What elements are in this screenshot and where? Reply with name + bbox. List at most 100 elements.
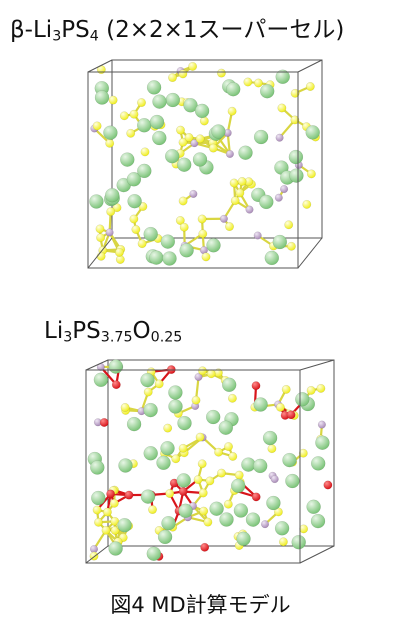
li-atom <box>288 149 304 165</box>
s-atom <box>243 77 253 87</box>
li-atom <box>108 541 123 556</box>
li-atom <box>161 515 176 531</box>
s-atom <box>178 137 188 147</box>
s-atom <box>92 505 102 515</box>
o-atom <box>111 380 121 390</box>
o-atom <box>200 542 210 552</box>
s-atom <box>216 68 226 78</box>
o-atom <box>178 487 188 496</box>
p-atom <box>280 185 289 194</box>
s-atom <box>227 393 237 403</box>
li-atom <box>149 250 164 265</box>
li-atom <box>310 456 326 471</box>
s-atom <box>110 525 120 535</box>
s-atom <box>227 106 237 116</box>
title-1-part: β-Li <box>10 17 53 43</box>
li-atom <box>126 416 142 432</box>
s-atom <box>298 448 308 458</box>
li-atom <box>219 512 234 527</box>
li-atom <box>306 499 321 515</box>
s-atom <box>201 252 211 262</box>
li-atom <box>137 163 152 179</box>
li-atom <box>176 473 191 488</box>
title-1-sub-a: 3 <box>52 28 62 45</box>
s-atom <box>131 225 141 234</box>
s-atom <box>197 214 207 224</box>
li-atom <box>211 124 226 139</box>
s-atom <box>214 447 224 457</box>
s-atom <box>101 525 111 535</box>
s-atom <box>92 121 102 131</box>
s-atom <box>195 432 205 442</box>
s-atom <box>106 207 116 217</box>
p-atom <box>245 205 254 214</box>
s-atom <box>165 489 175 498</box>
li-atom <box>262 430 278 446</box>
s-atom <box>168 73 177 83</box>
li-atom <box>264 250 280 266</box>
title-1-mid: PS <box>61 17 90 43</box>
o-atom <box>106 489 116 499</box>
s-atom <box>102 507 112 517</box>
s-atom <box>224 442 233 452</box>
s-atom <box>193 475 203 485</box>
o-atom <box>251 492 261 502</box>
s-atom <box>230 196 240 206</box>
s-atom <box>234 470 244 480</box>
li3ps375o025-model <box>85 359 335 564</box>
li-atom <box>178 503 193 519</box>
li-atom <box>218 420 234 435</box>
unit-cell-edge <box>299 545 335 564</box>
s-atom <box>148 505 157 515</box>
li-atom <box>143 446 158 461</box>
li-atom <box>126 172 142 187</box>
structure-2-title: Li3PS3.75O0.25 <box>44 318 182 346</box>
li-atom <box>205 409 221 425</box>
li-atom <box>252 458 268 474</box>
li-atom <box>103 125 118 140</box>
li-atom <box>253 129 269 145</box>
s-atom <box>137 239 147 249</box>
s-atom <box>253 78 263 88</box>
li-atom <box>236 531 251 547</box>
li-atom <box>117 517 132 533</box>
s-atom <box>302 199 312 209</box>
title-2-o: O <box>132 318 151 344</box>
s-atom <box>305 82 315 91</box>
s-atom <box>228 451 238 461</box>
li-atom <box>259 83 275 99</box>
li-atom <box>225 81 241 97</box>
s-atom <box>114 247 124 257</box>
s-atom <box>203 517 213 527</box>
s-atom <box>267 444 277 454</box>
s-atom <box>126 128 136 138</box>
li-atom <box>157 529 173 545</box>
s-atom <box>95 224 105 234</box>
title-2-ps: PS <box>72 318 101 344</box>
s-atom <box>188 61 198 71</box>
s-atom <box>129 214 139 224</box>
unit-cell-edge <box>297 59 323 73</box>
s-atom <box>198 488 208 498</box>
p-atom <box>260 520 270 529</box>
li-atom <box>146 80 162 95</box>
unit-cell-back-face <box>107 359 335 547</box>
s-atom <box>199 506 209 516</box>
unit-cell-edge <box>297 237 323 269</box>
s-atom <box>237 177 247 186</box>
unit-cell-edge <box>299 359 335 371</box>
li-atom <box>162 251 177 266</box>
li-atom <box>164 148 180 164</box>
o-atom <box>251 381 261 391</box>
li-atom <box>209 501 224 516</box>
li-atom <box>295 392 310 407</box>
p-atom <box>189 189 198 198</box>
s-atom <box>206 369 216 379</box>
li-atom <box>152 130 167 146</box>
p-atom <box>275 133 284 142</box>
unit-cell-edge <box>85 545 109 564</box>
p-atom <box>270 475 279 484</box>
li-atom <box>90 460 105 475</box>
title-2-sub-2: 3.75 <box>100 329 133 346</box>
p-atom <box>194 372 203 382</box>
